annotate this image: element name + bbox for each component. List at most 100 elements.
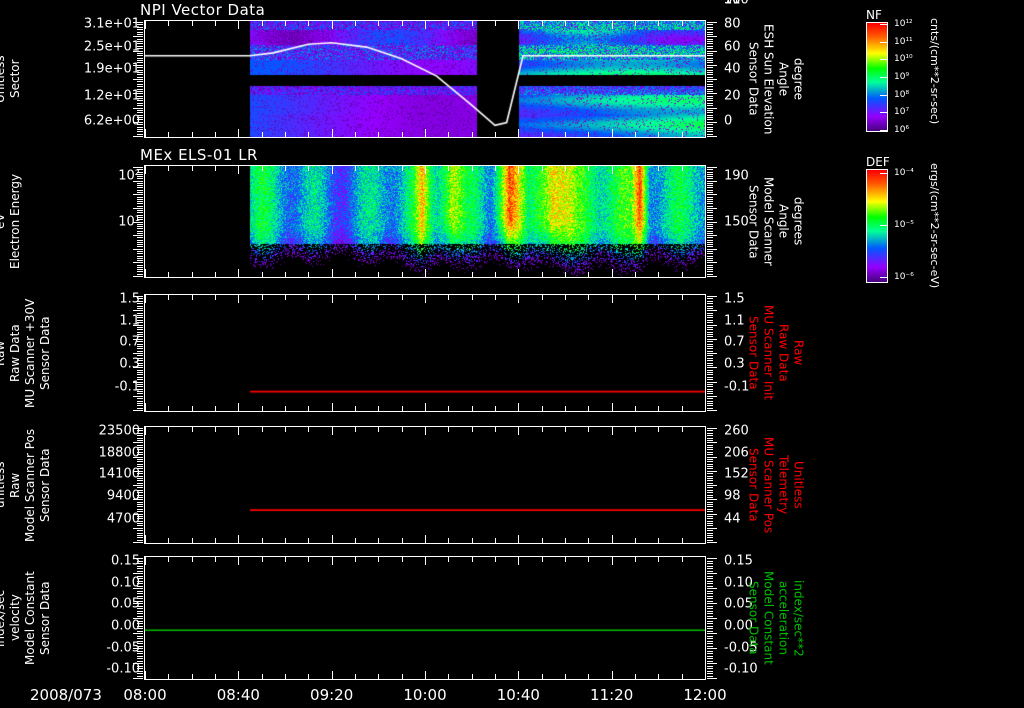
panel-4-left-axis-label-1: Model Scanner Pos [23,428,37,542]
panel-3-minor-tick-left-29 [137,364,143,366]
panel-3-minor-tick-left-10 [137,319,143,321]
panel-5-xtick-top-15 [495,557,496,562]
panel-2-ytick-right-3: 70 [724,0,741,8]
panel-4-minor-tick-left-22 [137,480,143,482]
nf-colorbar-tickmark-1 [880,41,887,43]
panel-1-minor-tick-left-18 [133,64,143,66]
panel-4-ytick-left-3: 9400 [106,488,140,504]
panel-5-minor-tick-right-7 [707,575,713,577]
panel-3-minor-tick-left-14 [137,329,143,331]
panel-5-minor-tick-right-31 [707,635,713,637]
panel-5-minor-tick-right-39 [707,655,713,657]
panel-3-minor-tick-right-27 [707,360,713,362]
panel-1-minor-tick-right-31 [707,95,713,97]
panel-4-minor-tick-left-48 [133,542,143,543]
panel-3-minor-tick-left-42 [133,395,143,397]
panel-5-minor-tick-left-48 [133,678,143,679]
panel-4-xtick-bottom-10 [378,538,380,543]
panel-5-minor-tick-left-24 [133,618,143,619]
panel-5-xtick-top-22 [658,557,660,562]
panel-5-minor-tick-left-10 [137,583,143,584]
panel-2-left-axis-label-0: Electron Energy [8,173,22,270]
panel-4-minor-tick-left-1 [137,430,143,432]
panel-1-minor-tick-right-24 [707,79,717,80]
panel-3-minor-tick-right-24 [707,353,717,354]
panel-1-minor-tick-right-13 [707,52,713,54]
panel-4-minor-tick-right-47 [707,539,713,541]
panel-1-minor-tick-left-3 [137,29,143,31]
panel-5-minor-tick-right-8 [707,578,713,579]
panel-3-xtick-bottom-19 [588,406,590,411]
panel-5-minor-tick-right-30 [707,633,717,634]
panel-5-minor-tick-right-44 [707,668,713,669]
panel-5-minor-tick-right-43 [707,665,713,667]
panel-1-xtick-bottom-16 [518,129,520,137]
panel-3-left-axis-label-2: Raw Data [8,324,22,382]
panel-2-minor-tick-right-0 [707,167,717,168]
panel-4-minor-tick-left-6 [133,442,143,444]
panel-4-xtick-bottom-24 [705,535,706,543]
panel-5-minor-tick-right-36 [707,648,717,649]
panel-1-xtick-bottom-19 [588,132,590,137]
panel-3-minor-tick-left-8 [137,315,143,316]
panel-5-minor-tick-right-21 [707,610,713,612]
panel-2-minor-tick-right-33 [707,241,713,243]
panel-1-minor-tick-right-10 [707,45,713,47]
panel-3-xtick-bottom-20 [611,403,613,411]
panel-1-minor-tick-right-26 [707,83,713,85]
panel-5-xtick-top-0 [145,557,146,565]
panel-1-minor-tick-right-2 [707,26,713,28]
panel-1-xtick-top-23 [681,21,683,26]
panel-2-xtick-top-14 [471,166,473,171]
panel-4-minor-tick-left-30 [133,499,143,501]
panel-2-minor-tick-right-8 [707,185,713,187]
panel-4-minor-tick-left-29 [137,496,143,498]
panel-3-minor-tick-right-21 [707,345,713,347]
panel-3-xtick-bottom-21 [635,406,636,411]
panel-4-minor-tick-left-21 [137,477,143,479]
panel-5-minor-tick-left-32 [137,638,143,639]
panel-4-right-axis-label-3: Unitless [791,461,806,509]
panel-2-minor-tick-left-23 [137,219,143,221]
panel-3-minor-tick-right-45 [707,402,713,404]
panel-5-minor-tick-left-40 [137,658,143,659]
nf-colorbar-tick-0: 10¹² [894,19,913,29]
panel-3-minor-tick-left-48 [133,410,143,411]
panel-4-minor-tick-right-27 [707,492,713,494]
panel-2-minor-tick-right-24 [707,221,717,223]
def-colorbar-tick-2: 10⁻⁶ [894,272,914,282]
panel-2-xtick-bottom-24 [705,269,706,277]
panel-3-minor-tick-left-0 [133,296,143,297]
panel-3-minor-tick-left-26 [137,357,143,359]
panel-2-minor-tick-right-17 [707,205,713,207]
panel-5-minor-tick-right-1 [707,560,713,562]
panel-2-minor-tick-left-47 [137,273,143,275]
panel-1-xtick-bottom-12 [425,129,426,137]
panel-4-xtick-top-5 [261,427,263,432]
panel-2-minor-tick-right-16 [707,203,713,205]
panel-2-minor-tick-right-25 [707,223,713,225]
panel-1-xtick-bottom-9 [355,132,356,137]
panel-4-minor-tick-left-23 [137,482,143,484]
panel-1-xtick-top-24 [705,21,706,29]
panel-3-xtick-bottom-18 [565,406,566,411]
panel-2-minor-tick-left-39 [137,255,143,257]
panel-2-ytick-right-1: 150 [724,214,749,229]
panel-5-minor-tick-left-4 [137,568,143,569]
panel-5-xtick-top-5 [261,557,263,562]
panel-3-xtick-top-2 [191,295,193,300]
panel-4-xtick-bottom-14 [471,538,473,543]
panel-3-xtick-bottom-6 [285,406,286,411]
panel-1-minor-tick-right-44 [707,126,713,128]
panel-1-minor-tick-right-9 [707,43,713,45]
panel-3-minor-tick-right-16 [707,334,713,335]
panel-2-xtick-top-13 [448,166,450,171]
panel-4-minor-tick-right-6 [707,442,717,444]
xaxis-tick-label-6: 12:00 [683,686,727,704]
panel-5-minor-tick-left-29 [137,630,143,632]
panel-2-ytick-left-0: 10² [118,168,140,184]
panel-1-xtick-top-0 [145,21,146,29]
panel-3-xtick-top-20 [611,295,613,303]
panel-2-minor-tick-right-19 [707,210,713,212]
panel-1-minor-tick-left-1 [137,24,143,26]
